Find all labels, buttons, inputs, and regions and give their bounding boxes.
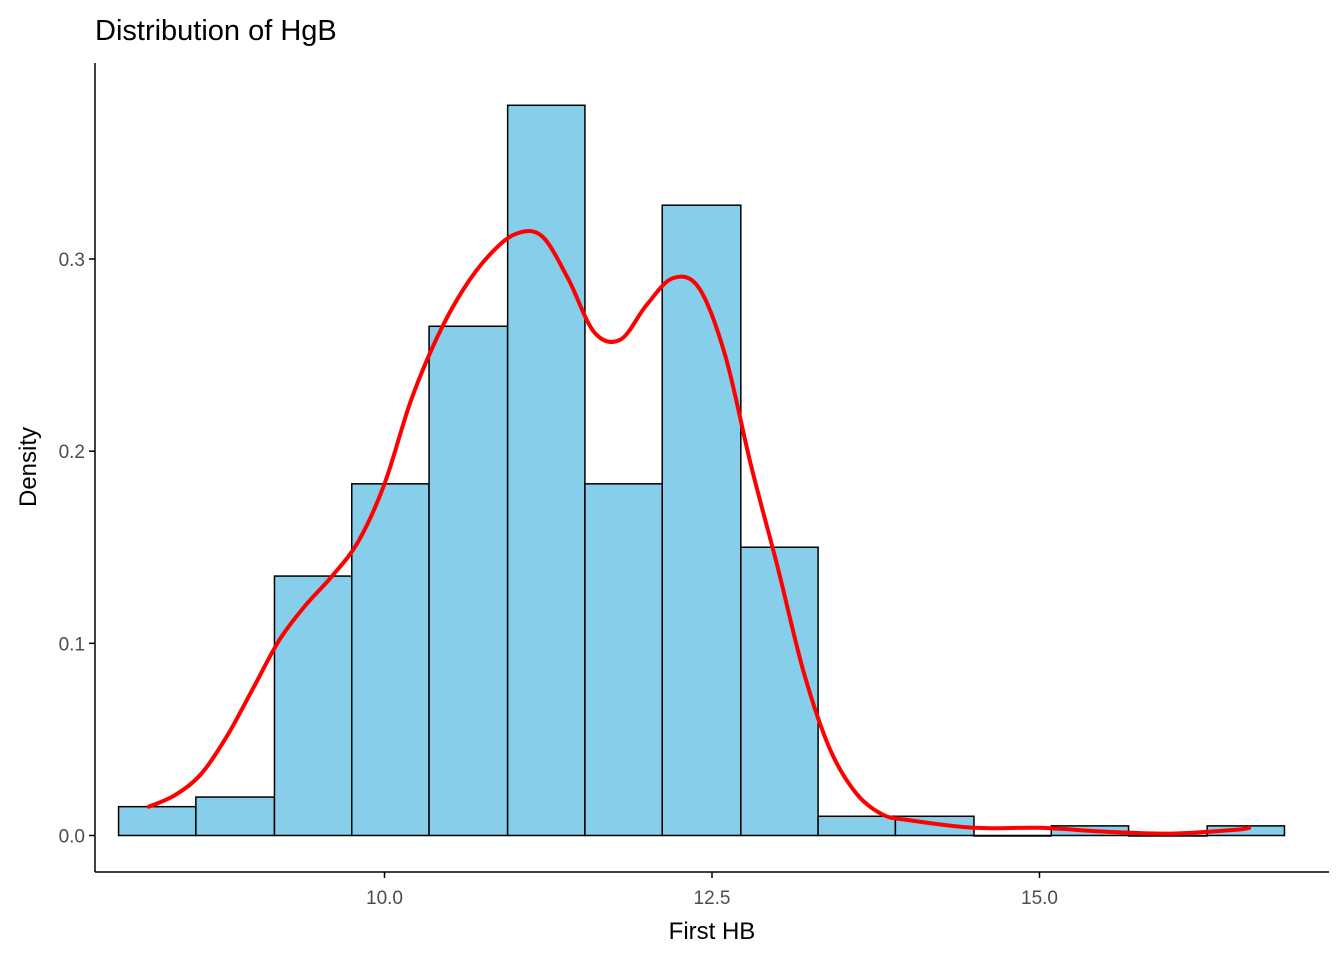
chart-title: Distribution of HgB — [95, 15, 337, 47]
histogram-bar-0 — [117, 805, 197, 837]
y-axis-title: Density — [15, 427, 42, 507]
histogram-bar-9 — [817, 815, 897, 837]
x-tick-label-0: 10.0 — [366, 888, 403, 909]
x-tick-label-1: 12.5 — [694, 888, 731, 909]
density-curve — [146, 229, 1252, 836]
histogram-bar-4 — [428, 325, 509, 837]
y-tick-label-3: 0.3 — [59, 250, 85, 271]
histogram-bar-11 — [973, 834, 1053, 837]
histogram-bar-5 — [506, 104, 586, 837]
y-tick-label-2: 0.2 — [59, 442, 85, 463]
histogram-bar-6 — [584, 483, 663, 837]
y-axis-ticks: 0.0 0.1 0.2 0.3 — [59, 250, 95, 847]
x-axis-title: First HB — [669, 918, 756, 945]
x-tick-label-2: 15.0 — [1021, 888, 1058, 909]
y-tick-label-1: 0.1 — [59, 634, 85, 655]
y-tick-label-0: 0.0 — [59, 826, 85, 847]
histogram-bar-1 — [195, 796, 276, 837]
histogram-bars — [117, 104, 1286, 837]
histogram-bar-8 — [740, 546, 819, 837]
histogram-bar-7 — [661, 204, 742, 837]
histogram-bar-2 — [273, 575, 353, 837]
histogram-bar-3 — [351, 483, 430, 837]
x-axis-ticks: 10.0 12.5 15.0 — [366, 872, 1058, 909]
